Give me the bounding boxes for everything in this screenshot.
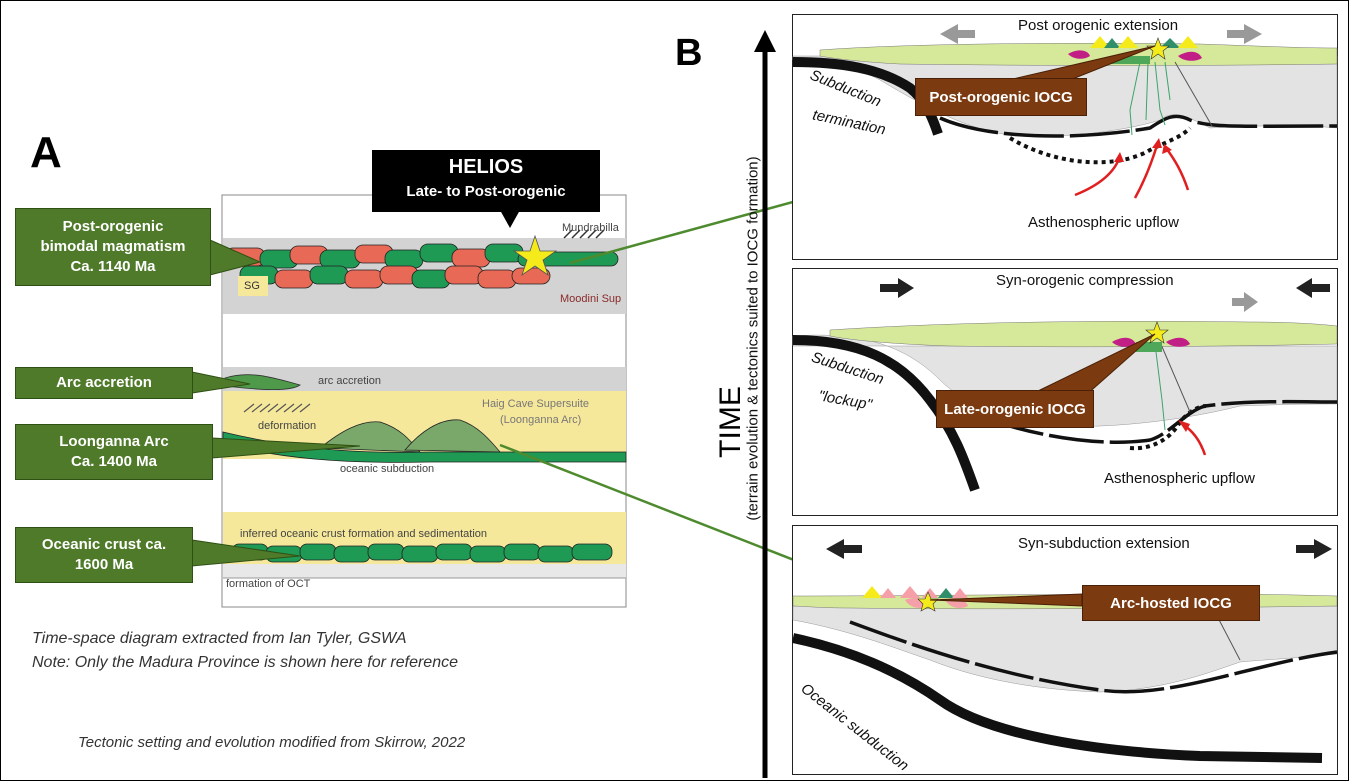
helios-pointer — [500, 210, 520, 228]
helios-callout: HELIOS Late- to Post-orogenic — [372, 150, 600, 212]
compression-arrows — [880, 278, 1330, 312]
helios-title: HELIOS — [448, 156, 524, 178]
oct-band — [223, 564, 626, 578]
iocg-label-arc-hosted: Arc-hosted IOCG — [1082, 585, 1260, 621]
callout-loonganna-arc: Loonganna Arc Ca. 1400 Ma — [15, 424, 213, 480]
label-deformation: deformation — [258, 420, 317, 432]
callout-line: Arc accretion — [56, 374, 152, 391]
mundrabilla-hatch — [563, 229, 605, 239]
label-inferred-crust: inferred oceanic crust formation and sed… — [240, 528, 488, 540]
arc-accretion-shape — [224, 374, 301, 391]
label-oceanic-subduction: oceanic subduction — [340, 463, 435, 475]
upflow-label-1: Asthenospheric upflow — [1028, 214, 1179, 231]
sg-box — [238, 276, 268, 296]
callout-line: Post-orogenic — [62, 218, 164, 235]
caption-source: Time-space diagram extracted from Ian Ty… — [32, 630, 407, 647]
arc-edifice-2 — [404, 419, 501, 453]
callout-line: Ca. 1140 Ma — [70, 258, 156, 275]
helios-subtitle: Late- to Post-orogenic — [406, 183, 566, 200]
label-arc-accretion: arc accretion — [318, 375, 381, 387]
callout-line: Oceanic crust ca. — [41, 536, 167, 553]
callout-post-orogenic: Post-orogenic bimodal magmatism Ca. 1140… — [15, 208, 211, 286]
callout-line: 1600 Ma — [74, 556, 134, 573]
deformation-hatch — [243, 403, 311, 413]
panel-2-title: Syn-orogenic compression — [996, 272, 1174, 289]
extension-arrows-3 — [826, 539, 1332, 559]
panel-a-letter: A — [30, 128, 62, 177]
callout-oceanic-crust: Oceanic crust ca. 1600 Ma — [15, 527, 193, 583]
callout-line: Ca. 1400 Ma — [71, 453, 157, 470]
iocg-label-late-orogenic: Late-orogenic IOCG — [936, 390, 1094, 428]
label-sg: SG — [244, 280, 260, 292]
caption-skirrow: Tectonic setting and evolution modified … — [78, 734, 466, 751]
arc-hosted-star-icon — [917, 591, 939, 612]
upflow-label-2: Asthenospheric upflow — [1104, 470, 1255, 487]
helios-star-icon — [512, 234, 558, 277]
iocg-label-post-orogenic: Post-orogenic IOCG — [915, 78, 1087, 116]
callout-line: Loonganna Arc — [59, 433, 169, 450]
panel-b-letter: B — [675, 32, 703, 74]
label-loonganna-arc: (Loonganna Arc) — [500, 414, 582, 426]
post-orogenic-star-icon — [1146, 37, 1170, 60]
label-oct: formation of OCT — [226, 578, 311, 590]
callout-line: bimodal magmatism — [40, 238, 186, 255]
panel-3-title: Syn-subduction extension — [1018, 535, 1190, 552]
label-moodini: Moodini Sup — [560, 293, 622, 305]
extension-arrows — [940, 24, 1262, 44]
label-mundrabilla: Mundrabilla — [562, 222, 619, 234]
panel-1-title: Post orogenic extension — [1018, 17, 1179, 34]
callout-arc-accretion: Arc accretion — [15, 367, 193, 399]
caption-note: Note: Only the Madura Province is shown … — [32, 654, 458, 671]
label-haig-cave: Haig Cave Supersuite — [482, 398, 590, 410]
